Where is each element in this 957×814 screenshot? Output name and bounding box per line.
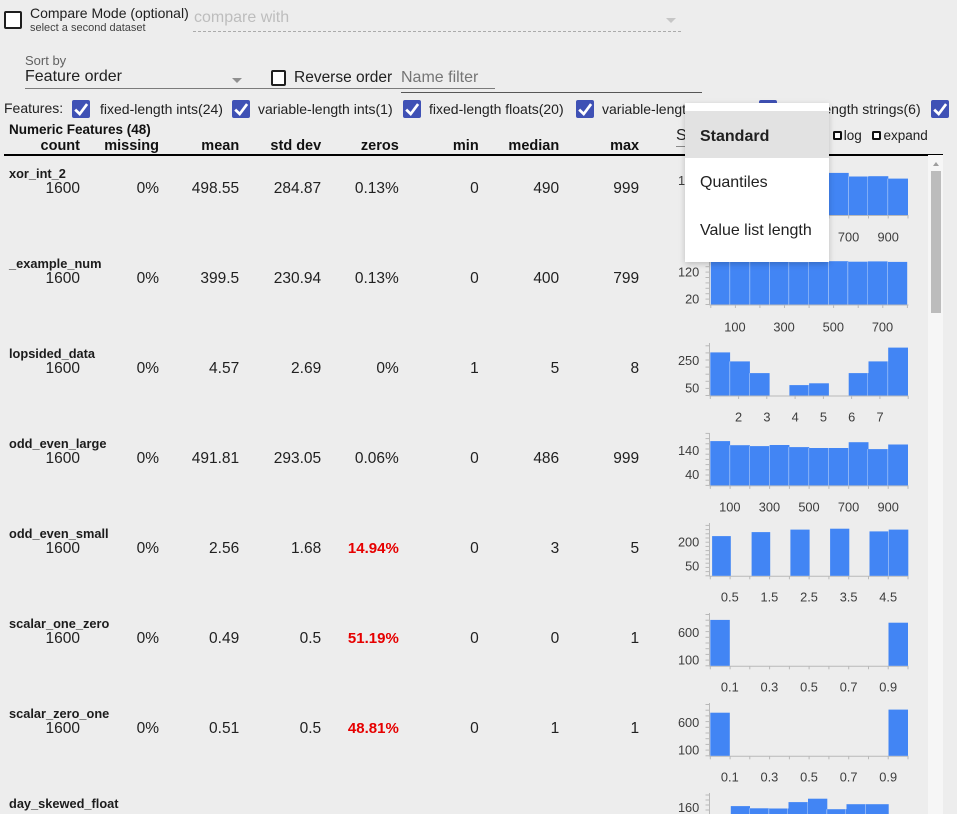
- svg-text:1.5: 1.5: [761, 590, 779, 605]
- svg-text:0.1: 0.1: [721, 770, 739, 785]
- svg-text:100: 100: [719, 500, 740, 515]
- svg-text:700: 700: [838, 500, 859, 515]
- svg-text:4: 4: [792, 410, 799, 425]
- svg-text:300: 300: [773, 320, 794, 335]
- svg-text:6: 6: [848, 410, 855, 425]
- svg-text:0.3: 0.3: [761, 770, 779, 785]
- svg-text:160: 160: [678, 800, 699, 814]
- svg-text:3.5: 3.5: [840, 590, 858, 605]
- svg-text:100: 100: [678, 653, 699, 668]
- svg-text:0.5: 0.5: [800, 680, 818, 695]
- svg-text:2: 2: [735, 410, 742, 425]
- svg-text:600: 600: [678, 625, 699, 640]
- svg-text:700: 700: [838, 230, 859, 245]
- svg-text:300: 300: [759, 500, 780, 515]
- svg-text:7: 7: [876, 410, 883, 425]
- svg-text:0.3: 0.3: [761, 680, 779, 695]
- svg-text:3: 3: [763, 410, 770, 425]
- svg-text:900: 900: [878, 230, 899, 245]
- svg-text:0.1: 0.1: [721, 680, 739, 695]
- svg-text:4.5: 4.5: [879, 590, 897, 605]
- svg-text:40: 40: [685, 467, 699, 482]
- svg-text:20: 20: [685, 292, 699, 307]
- svg-text:900: 900: [878, 500, 899, 515]
- svg-text:500: 500: [798, 500, 819, 515]
- svg-text:0.7: 0.7: [840, 770, 858, 785]
- svg-text:2.5: 2.5: [800, 590, 818, 605]
- svg-text:0.9: 0.9: [879, 770, 897, 785]
- svg-text:100: 100: [724, 320, 745, 335]
- svg-text:0.7: 0.7: [840, 680, 858, 695]
- svg-text:100: 100: [678, 743, 699, 758]
- svg-text:120: 120: [678, 265, 699, 280]
- svg-text:200: 200: [678, 535, 699, 550]
- svg-text:600: 600: [678, 715, 699, 730]
- svg-text:250: 250: [678, 353, 699, 368]
- svg-text:50: 50: [685, 380, 699, 395]
- svg-text:140: 140: [678, 443, 699, 458]
- svg-text:700: 700: [872, 320, 893, 335]
- svg-text:50: 50: [685, 558, 699, 573]
- svg-text:500: 500: [823, 320, 844, 335]
- svg-text:5: 5: [820, 410, 827, 425]
- svg-text:0.5: 0.5: [800, 770, 818, 785]
- svg-text:0.5: 0.5: [721, 590, 739, 605]
- svg-text:0.9: 0.9: [879, 680, 897, 695]
